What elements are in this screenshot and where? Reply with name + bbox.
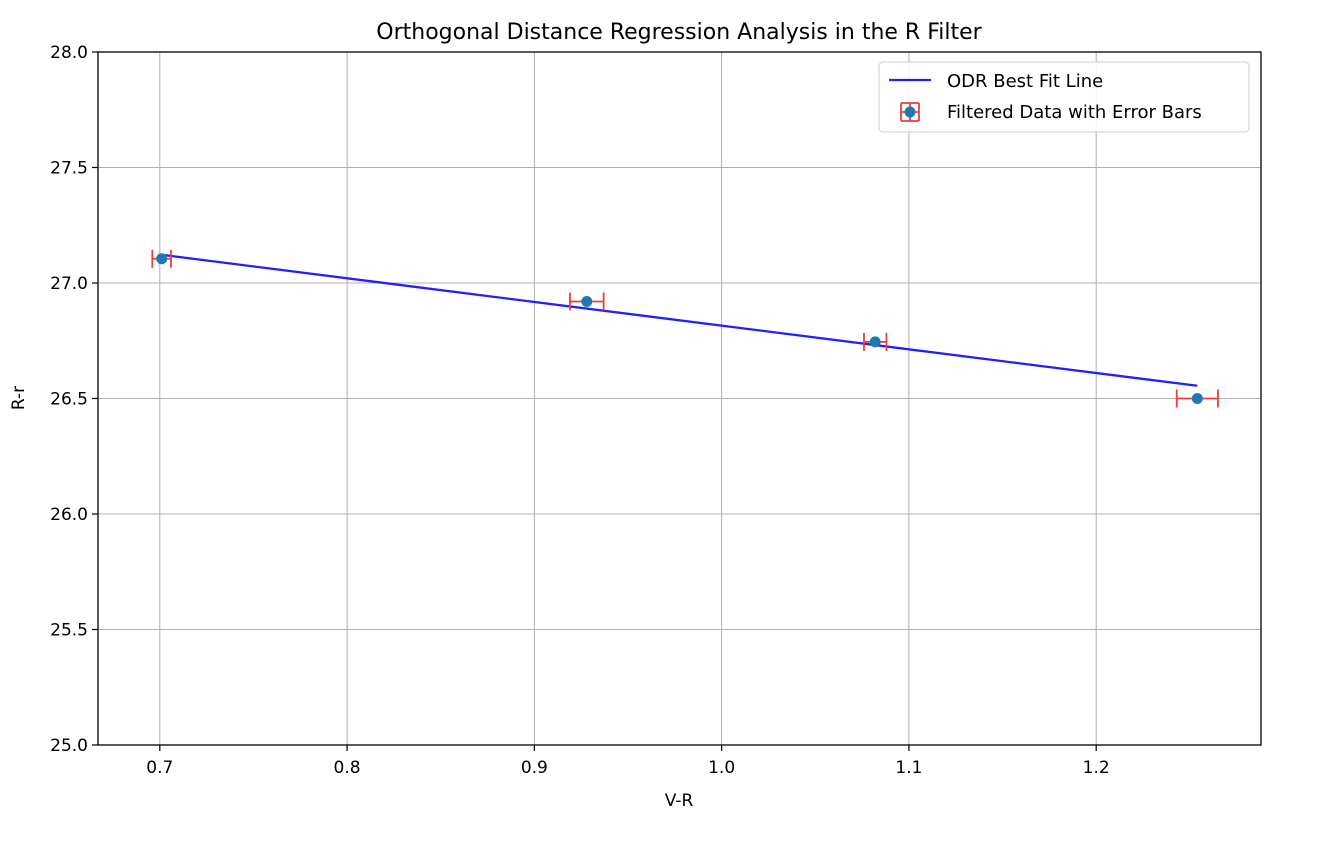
legend-marker [904,106,916,118]
y-tick-label: 28.0 [50,43,88,63]
y-axis-label: R-r [9,386,29,410]
data-point [156,253,168,265]
x-tick-label: 1.1 [895,758,922,778]
x-axis-label: V-R [665,791,694,811]
y-axis-ticks: 25.0 25.5 26.0 26.5 27.0 27.5 28.0 [50,43,98,756]
legend-box [878,61,1250,133]
plot-area [151,249,1219,408]
legend: ODR Best Fit Line Filtered Data with Err… [878,61,1250,133]
y-tick-label: 25.5 [50,621,88,641]
y-tick-label: 27.5 [50,159,88,179]
data-point-group [1175,389,1219,408]
y-tick-label: 26.0 [50,505,88,525]
x-tick-label: 1.2 [1083,758,1110,778]
y-tick-label: 25.0 [50,736,88,756]
data-point [1191,393,1203,404]
legend-label-data: Filtered Data with Error Bars [947,102,1202,123]
x-tick-label: 0.7 [146,758,173,778]
fit-line [165,254,1198,387]
y-tick-label: 27.0 [50,274,88,294]
data-point [869,336,881,348]
x-tick-label: 1.0 [708,758,735,778]
x-tick-label: 0.8 [334,758,361,778]
chart-title: Orthogonal Distance Regression Analysis … [376,20,982,45]
data-point [581,295,593,307]
x-axis-ticks: 0.7 0.8 0.9 1.0 1.1 1.2 [146,745,1110,778]
legend-errorbar-swatch [900,102,920,122]
legend-label-fit-line: ODR Best Fit Line [947,71,1103,92]
data-point-group [569,292,605,311]
y-tick-label: 26.5 [50,390,88,410]
grid-lines [98,51,1261,746]
x-tick-label: 0.9 [521,758,548,778]
data-point-group [151,249,172,268]
data-point-group [863,332,888,351]
